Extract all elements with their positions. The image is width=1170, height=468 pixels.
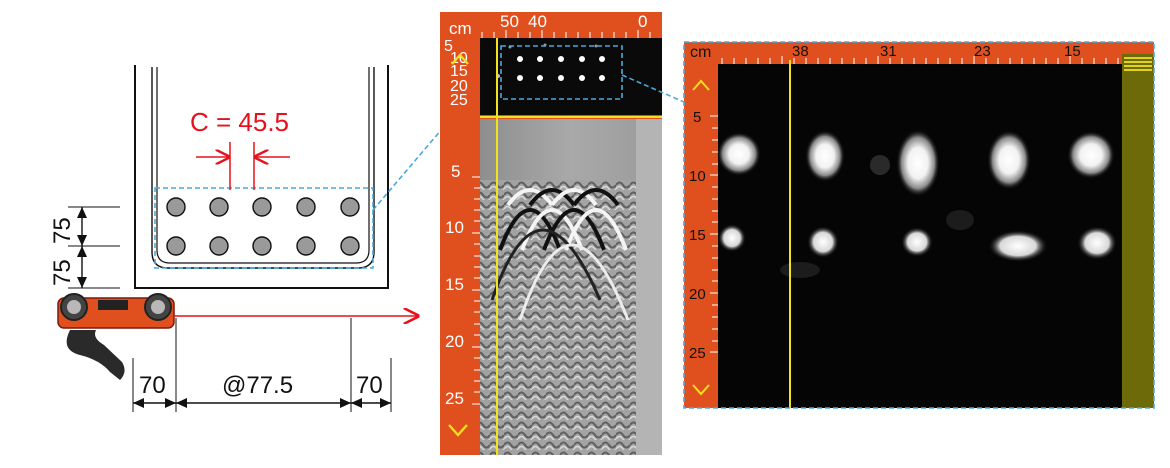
zoom-olive-bar xyxy=(1122,64,1154,408)
scan-unit-label: cm xyxy=(449,19,472,38)
rebar-group xyxy=(166,197,360,256)
dim-bottom-left: 70 xyxy=(139,372,166,399)
rebar xyxy=(166,236,186,256)
zoom-panel-border xyxy=(683,41,1155,409)
rebar xyxy=(252,236,272,256)
top-ruler-ticks xyxy=(481,30,651,38)
overview-depth-label: 5 xyxy=(444,38,453,55)
top-tick-label: 50 xyxy=(500,12,519,31)
zoom-depth-label: 25 xyxy=(689,345,706,362)
zoom-depth-label: 15 xyxy=(689,227,706,244)
chevron-up-icon[interactable] xyxy=(692,79,710,91)
top-tick-label: 40 xyxy=(528,12,547,31)
chevron-down-icon[interactable] xyxy=(692,384,710,396)
zoom-depth-ruler-ticks xyxy=(710,115,718,353)
zoom-depth-label: 20 xyxy=(689,286,706,303)
zoom-unit-label: cm xyxy=(690,44,711,61)
zoom-top-tick-label: 31 xyxy=(880,43,897,60)
rebar xyxy=(166,197,186,217)
depth-label: 10 xyxy=(445,218,464,237)
overview-depth-label: 15 xyxy=(450,63,468,80)
dim-left-bottom: 75 xyxy=(49,259,76,286)
chevron-down-icon[interactable] xyxy=(448,424,468,437)
dim-bottom-middle: @77.5 xyxy=(222,372,293,399)
overview-depth-label: 25 xyxy=(450,92,468,109)
beam-outline xyxy=(134,65,389,289)
cover-label: C = 45.5 xyxy=(190,107,289,137)
depth-label: 15 xyxy=(445,275,464,294)
depth-label: 5 xyxy=(451,162,460,181)
dim-bottom-right: 70 xyxy=(356,372,383,399)
scanner-device xyxy=(57,293,175,380)
chevron-up-icon[interactable] xyxy=(451,53,469,65)
zoom-depth-label: 5 xyxy=(693,109,701,126)
zoom-depth-label: 10 xyxy=(689,168,706,185)
zoom-panel: cm 38 31 23 15 xyxy=(683,41,1155,409)
bscan-hyperbolas xyxy=(490,188,630,321)
zoom-blobs xyxy=(717,129,1117,278)
top-tick-label: 0 xyxy=(638,12,647,31)
rebar xyxy=(209,236,229,256)
cover-dimension: C = 45.5 xyxy=(190,107,290,190)
depth-label: 20 xyxy=(445,332,464,351)
scan-region-box xyxy=(154,187,374,269)
scan-panel: cm 50 40 0 5 10 15 20 25 xyxy=(440,12,662,455)
bscan-waves xyxy=(480,180,636,455)
stirrup-inner xyxy=(156,67,370,264)
zoom-top-tick-label: 38 xyxy=(792,43,809,60)
rebar xyxy=(209,197,229,217)
depth-ruler-ticks xyxy=(472,176,480,405)
overview-depth-label: 20 xyxy=(450,78,468,95)
rebar xyxy=(340,197,360,217)
rebar xyxy=(296,197,316,217)
zoom-top-tick-label: 23 xyxy=(974,43,991,60)
rebar xyxy=(296,236,316,256)
menu-icon[interactable] xyxy=(1122,54,1154,74)
scanner-handle xyxy=(66,330,125,380)
connector-line xyxy=(621,74,685,103)
rebar xyxy=(252,197,272,217)
overview-zoom-box xyxy=(500,45,623,100)
depth-label: 25 xyxy=(445,389,464,408)
zoom-top-tick-label: 15 xyxy=(1064,43,1081,60)
bottom-dimension: 70 @77.5 70 xyxy=(132,318,392,412)
overview-strip xyxy=(480,38,662,115)
dim-left-top: 75 xyxy=(49,217,76,244)
left-dimension: 75 75 xyxy=(49,206,120,289)
rebar xyxy=(340,236,360,256)
zoom-top-ruler-ticks xyxy=(721,56,1119,64)
cross-section-drawing: C = 45.5 75 75 xyxy=(49,65,483,412)
